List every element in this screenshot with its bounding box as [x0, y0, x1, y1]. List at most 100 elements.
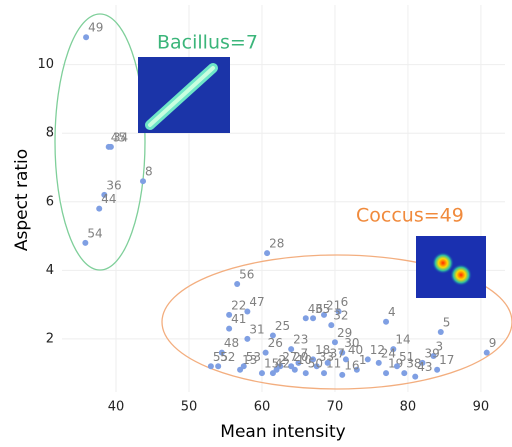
point: [288, 363, 295, 370]
point-label: 39: [425, 346, 440, 360]
x-tick-label: 90: [473, 400, 490, 415]
point: [313, 363, 320, 370]
coccus-annotation: Coccus=49: [356, 205, 464, 227]
bacillus-annotation: Bacillus=7: [157, 32, 258, 54]
point-label: 50: [308, 357, 323, 371]
y-tick-label: 10: [37, 57, 54, 72]
point: [234, 281, 241, 288]
point: [419, 359, 426, 366]
point-label: 55: [213, 350, 228, 364]
point-label: 18: [315, 343, 330, 357]
point: [412, 373, 419, 380]
point: [310, 356, 317, 363]
point-label: 4: [388, 305, 396, 319]
x-tick-label: 70: [327, 400, 344, 415]
point: [353, 366, 360, 373]
x-axis-label: Mean intensity: [220, 422, 345, 442]
point-label: 29: [337, 326, 352, 340]
bacillus-ellipse: [54, 13, 146, 271]
point-label: 33: [319, 350, 334, 364]
point: [401, 370, 408, 377]
point-label: 42: [275, 357, 290, 371]
point-label: 2: [279, 353, 287, 367]
point-label: 48: [224, 336, 239, 350]
point: [244, 308, 251, 315]
point-label: 25: [275, 319, 290, 333]
point-label: 49: [88, 21, 103, 35]
point-label: 38: [406, 357, 421, 371]
point-label: 24: [381, 346, 396, 360]
point: [295, 359, 302, 366]
point: [288, 346, 295, 353]
coccus-ellipse: [161, 254, 512, 390]
point: [96, 205, 103, 212]
point-label: 41: [231, 312, 246, 326]
point-label: 17: [439, 353, 454, 367]
point: [226, 311, 233, 318]
point-label: 53: [246, 350, 261, 364]
point-label: 10: [297, 353, 312, 367]
point-label: 1: [359, 353, 367, 367]
point-label: 20: [293, 350, 308, 364]
point: [430, 353, 437, 360]
point-label: 12: [370, 343, 385, 357]
point-label: 34: [113, 130, 128, 144]
x-tick-label: 40: [108, 400, 125, 415]
point: [244, 335, 251, 342]
y-tick-label: 4: [46, 263, 54, 278]
point: [105, 143, 112, 150]
point-label: 15: [264, 357, 279, 371]
point-label: 36: [106, 178, 121, 192]
point: [383, 318, 390, 325]
point-label: 43: [417, 360, 432, 374]
point: [324, 359, 331, 366]
point: [328, 322, 335, 329]
point: [140, 178, 147, 185]
point-label: 22: [231, 298, 246, 312]
point-label: 11: [326, 357, 341, 371]
point: [383, 370, 390, 377]
point: [101, 191, 108, 198]
point: [269, 370, 276, 377]
point-label: 8: [145, 165, 153, 179]
point-label: 16: [344, 358, 359, 372]
point: [207, 363, 214, 370]
point: [335, 308, 342, 315]
y-tick-label: 2: [46, 331, 54, 346]
point-label: 9: [489, 336, 497, 350]
point: [269, 332, 276, 339]
point: [215, 363, 222, 370]
point-label: 30: [344, 336, 359, 350]
point-label: 44: [101, 192, 116, 206]
point: [83, 34, 90, 41]
point-label: 27: [282, 350, 297, 364]
point: [393, 363, 400, 370]
point: [302, 370, 309, 377]
point: [342, 356, 349, 363]
point-label: 26: [268, 336, 283, 350]
point: [218, 349, 225, 356]
point-label: 13: [242, 353, 257, 367]
point-label: 21: [326, 298, 341, 312]
coccus-inset: [416, 236, 486, 298]
point-label: 47: [249, 295, 264, 309]
y-tick-label: 6: [46, 194, 54, 209]
point-label: 52: [220, 350, 235, 364]
point: [339, 349, 346, 356]
point-label: 32: [333, 309, 348, 323]
point-label: 45: [111, 130, 126, 144]
point: [364, 356, 371, 363]
x-tick-label: 50: [181, 400, 198, 415]
point: [264, 250, 271, 257]
bacillus-inset: [138, 57, 230, 133]
point: [226, 325, 233, 332]
point-label: 31: [249, 322, 264, 336]
point-label: 3: [435, 340, 443, 354]
point: [321, 370, 328, 377]
point: [262, 349, 269, 356]
point-label: 7: [300, 346, 308, 360]
point-label: 6: [341, 295, 349, 309]
point: [375, 359, 382, 366]
point: [437, 329, 444, 336]
